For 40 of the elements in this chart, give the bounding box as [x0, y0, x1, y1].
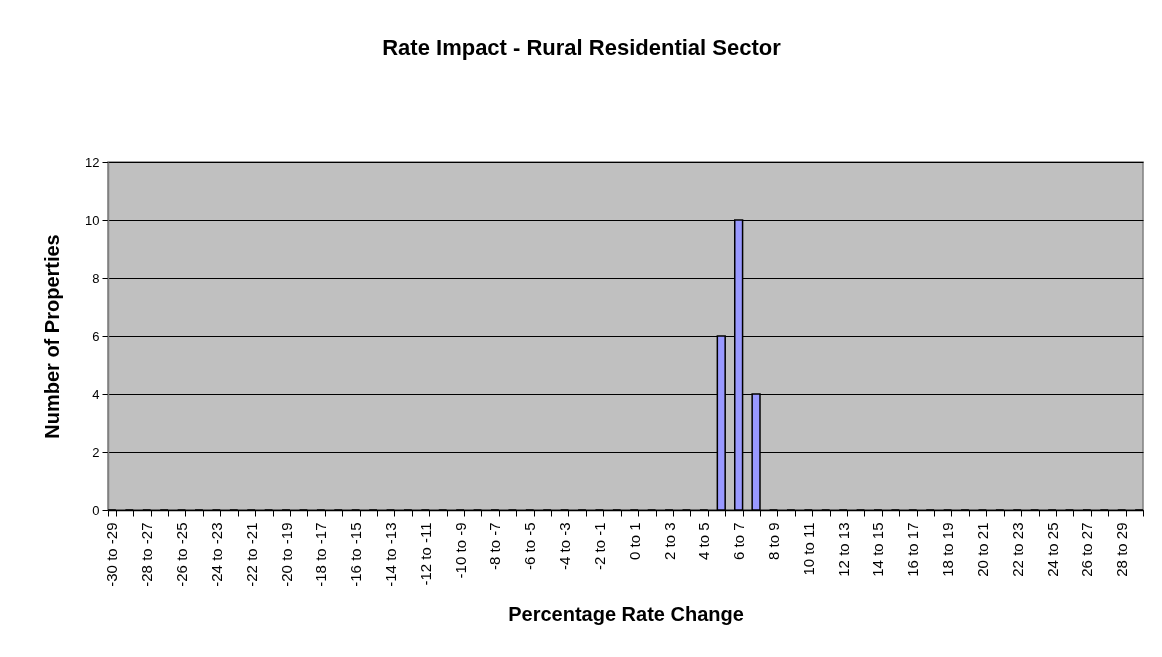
x-tick-label: -26 to -25	[173, 522, 191, 587]
x-tick-label: 18 to 19	[939, 522, 957, 577]
y-tick-label: 8	[92, 270, 100, 286]
x-tick-label: -28 to -27	[138, 522, 156, 587]
x-tick-label: 4 to 5	[695, 522, 713, 561]
x-tick-label: -30 to -29	[103, 522, 121, 587]
y-tick-label: 0	[92, 502, 100, 518]
x-tick-label: -2 to -1	[590, 522, 608, 571]
x-tick-label: 22 to 23	[1008, 522, 1026, 577]
x-tick-label: -16 to -15	[347, 522, 365, 587]
y-axis-title: Number of Properties	[41, 234, 64, 439]
x-tick-label: 28 to 29	[1113, 522, 1131, 577]
x-tick-label: 26 to 27	[1078, 522, 1096, 577]
x-tick-label: 24 to 25	[1043, 522, 1061, 577]
x-tick-label: 2 to 3	[660, 522, 678, 561]
chart-title: Rate Impact - Rural Residential Sector	[382, 35, 782, 60]
x-tick-label: -4 to -3	[556, 522, 574, 571]
x-tick-label: -22 to -21	[242, 522, 260, 587]
x-tick-label: 8 to 9	[764, 522, 782, 561]
x-tick-label: 10 to 11	[799, 522, 817, 576]
x-tick-label: 12 to 13	[834, 522, 852, 577]
x-tick-label: -18 to -17	[312, 522, 330, 587]
y-tick-label: 12	[85, 154, 100, 170]
x-tick-label: 20 to 21	[973, 522, 991, 577]
x-tick-label: -6 to -5	[521, 522, 539, 571]
y-tick-label: 4	[92, 386, 100, 402]
x-axis-title: Percentage Rate Change	[508, 602, 744, 625]
x-tick-label: -8 to -7	[486, 522, 504, 571]
x-tick-label: 0 to 1	[625, 522, 643, 561]
x-tick-label: -10 to -9	[451, 522, 469, 579]
x-tick-label: 16 to 17	[904, 522, 922, 577]
y-tick-label: 10	[85, 212, 100, 228]
y-tick-label: 6	[92, 328, 100, 344]
x-tick-label: -14 to -13	[381, 522, 399, 587]
x-tick-label: -20 to -19	[277, 522, 295, 587]
x-tick-label: 6 to 7	[730, 522, 748, 561]
x-tick-label: 14 to 15	[869, 522, 887, 577]
x-tick-label: -24 to -23	[207, 522, 225, 587]
y-tick-label: 2	[92, 444, 100, 460]
x-tick-label: -12 to -11	[416, 522, 434, 586]
